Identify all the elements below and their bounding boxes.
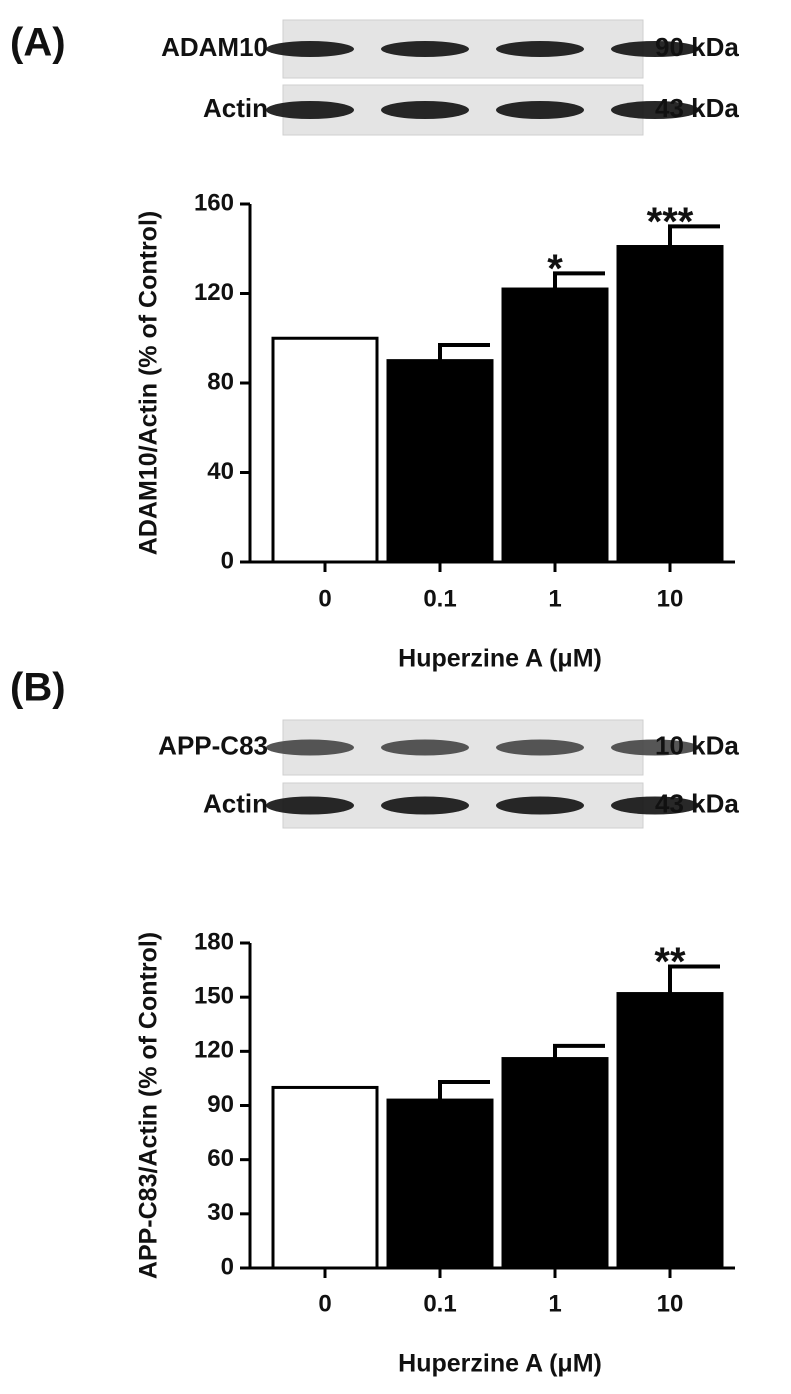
x-tick-label: 0.1 xyxy=(423,1290,456,1317)
blot-size: 43 kDa xyxy=(655,788,739,818)
y-tick-label: 120 xyxy=(194,1037,234,1064)
blot-label: Actin xyxy=(203,788,268,818)
panel-label: (B) xyxy=(10,666,66,710)
x-tick-label: 1 xyxy=(548,1290,561,1317)
blot-band xyxy=(611,101,699,119)
significance: *** xyxy=(647,200,694,244)
bar xyxy=(386,359,494,564)
error-bar xyxy=(553,1043,605,1059)
blot-band xyxy=(611,41,699,57)
blot-size: 10 kDa xyxy=(655,730,739,760)
blot-label: APP-C83 xyxy=(158,730,268,760)
blot-label: Actin xyxy=(203,93,268,123)
x-tick-label: 10 xyxy=(657,1290,684,1317)
error-bar xyxy=(668,224,720,247)
blot-band xyxy=(611,796,699,815)
blot-band xyxy=(266,739,354,756)
y-tick-label: 180 xyxy=(194,928,234,955)
error-bar xyxy=(438,1080,490,1101)
y-tick-label: 40 xyxy=(207,458,234,485)
y-tick-label: 0 xyxy=(221,547,234,574)
blot-size: 90 kDa xyxy=(655,32,739,62)
y-tick-label: 0 xyxy=(221,1253,234,1280)
blot-label: ADAM10 xyxy=(161,32,268,62)
blot-size: 43 kDa xyxy=(655,93,739,123)
y-tick-label: 150 xyxy=(194,983,234,1010)
error-bar xyxy=(438,342,490,361)
x-tick-label: 10 xyxy=(657,585,684,612)
x-tick-label: 0 xyxy=(318,585,331,612)
bar xyxy=(501,287,609,564)
blot-band xyxy=(496,739,584,756)
y-tick-label: 60 xyxy=(207,1145,234,1172)
blot-band xyxy=(611,739,699,756)
error-bar xyxy=(553,271,605,290)
y-axis-title: APP-C83/Actin (% of Control) xyxy=(135,932,163,1279)
x-tick-label: 0.1 xyxy=(423,585,456,612)
panel-label: (A) xyxy=(10,21,66,65)
x-tick-label: 0 xyxy=(318,1290,331,1317)
bar xyxy=(271,336,379,564)
y-tick-label: 90 xyxy=(207,1091,234,1118)
x-axis-title: Huperzine A (μM) xyxy=(398,1350,602,1378)
bar xyxy=(386,1098,494,1270)
blot-band xyxy=(381,41,469,57)
significance: ** xyxy=(654,940,686,984)
y-axis-title: ADAM10/Actin (% of Control) xyxy=(135,211,163,555)
y-tick-label: 120 xyxy=(194,279,234,306)
blot-band xyxy=(266,796,354,815)
y-tick-label: 160 xyxy=(194,189,234,216)
error-bar xyxy=(668,964,720,994)
bar xyxy=(501,1057,609,1270)
blot-band xyxy=(266,41,354,57)
blot-band xyxy=(266,101,354,119)
blot-band xyxy=(381,796,469,815)
blot-band xyxy=(381,101,469,119)
blot-band xyxy=(496,796,584,815)
bar xyxy=(271,1085,379,1270)
significance: * xyxy=(547,247,563,291)
bar xyxy=(616,245,724,564)
x-axis-title: Huperzine A (μM) xyxy=(398,645,602,673)
y-tick-label: 30 xyxy=(207,1199,234,1226)
blot-band xyxy=(496,101,584,119)
x-tick-label: 1 xyxy=(548,585,561,612)
blot-band xyxy=(381,739,469,756)
y-tick-label: 80 xyxy=(207,368,234,395)
blot-band xyxy=(496,41,584,57)
bar xyxy=(616,992,724,1270)
